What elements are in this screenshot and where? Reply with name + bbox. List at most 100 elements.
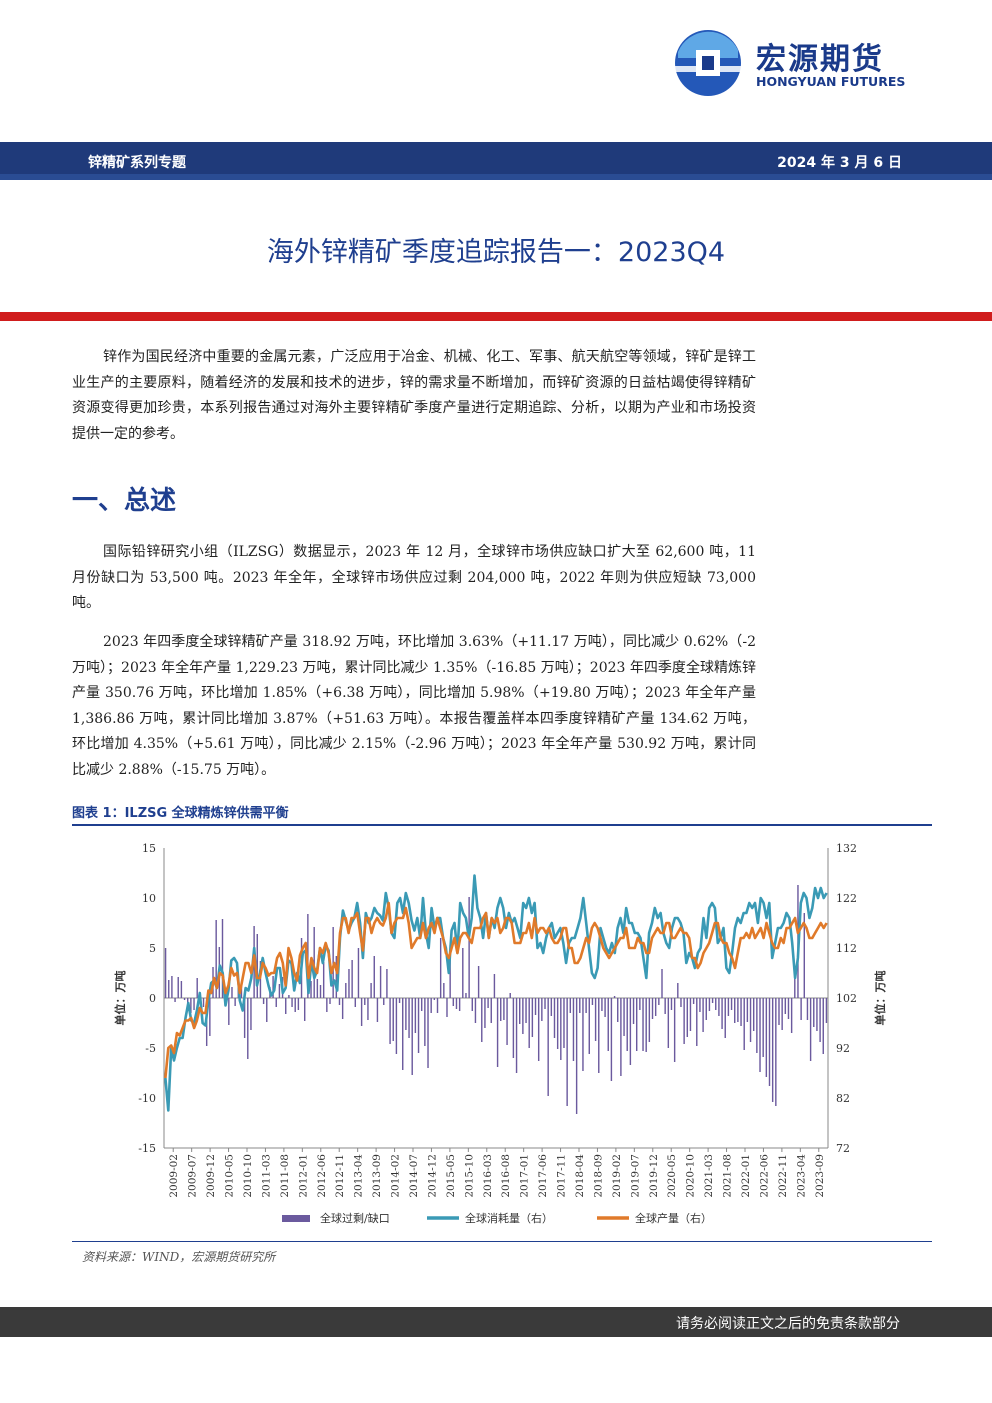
surplus-deficit-bar: [550, 998, 553, 1016]
left-tick-label: 15: [142, 842, 156, 855]
surplus-deficit-bar: [572, 998, 575, 1061]
surplus-deficit-bar: [348, 969, 350, 998]
surplus-deficit-bar: [534, 998, 537, 1015]
surplus-deficit-bar: [345, 983, 347, 998]
surplus-deficit-bar: [341, 998, 344, 1019]
surplus-deficit-bar: [443, 983, 445, 998]
surplus-deficit-bar: [765, 998, 768, 1077]
surplus-deficit-bar: [746, 998, 749, 1022]
disclaimer-note: 请务必阅读正文之后的免责条款部分: [676, 1316, 900, 1332]
surplus-deficit-bar: [629, 998, 632, 1065]
surplus-deficit-bar: [272, 976, 274, 998]
surplus-deficit-bar: [481, 998, 483, 1042]
surplus-deficit-bar: [503, 998, 505, 1020]
surplus-deficit-bar: [209, 998, 211, 1036]
right-tick-label: 112: [836, 942, 857, 955]
surplus-deficit-bar: [297, 998, 300, 1010]
surplus-deficit-bar: [262, 998, 265, 1004]
x-tick-label: 2009-12: [205, 1154, 217, 1198]
surplus-deficit-bar: [604, 998, 606, 1017]
surplus-deficit-bar: [522, 998, 524, 1034]
surplus-deficit-bar: [692, 998, 695, 1004]
surplus-deficit-bar: [221, 919, 224, 998]
surplus-deficit-bar: [174, 998, 176, 1002]
surplus-deficit-bar: [376, 998, 379, 1022]
x-tick-label: 2016-08: [500, 1154, 512, 1198]
surplus-deficit-bar: [512, 998, 515, 1058]
surplus-deficit-bar: [326, 998, 328, 1012]
surplus-deficit-bar: [654, 998, 657, 1016]
surplus-deficit-bar: [471, 998, 473, 1011]
surplus-deficit-bar: [705, 998, 707, 1020]
surplus-deficit-bar: [424, 998, 426, 1046]
surplus-deficit-bar: [364, 998, 366, 1005]
surplus-deficit-bar: [439, 938, 442, 998]
surplus-deficit-bar: [506, 998, 508, 1045]
footer-band: 请务必阅读正文之后的免责条款部分: [0, 1307, 992, 1337]
report-series-label: 锌精矿系列专题: [88, 155, 186, 171]
surplus-deficit-bar: [465, 993, 467, 998]
surplus-deficit-bar: [354, 998, 357, 1007]
x-tick-label: 2010-05: [224, 1154, 236, 1198]
surplus-deficit-bar: [509, 993, 511, 998]
summary-paragraph-2: 2023 年四季度全球锌精矿产量 318.92 万吨，环比增加 3.63%（+1…: [72, 634, 756, 778]
surplus-deficit-bar: [515, 998, 518, 1073]
surplus-deficit-bar: [196, 978, 198, 998]
surplus-deficit-bar: [243, 998, 246, 1038]
surplus-deficit-bar: [696, 998, 698, 1046]
surplus-deficit-bar: [626, 998, 628, 1051]
header-stripe: [0, 174, 992, 180]
surplus-deficit-bar: [702, 998, 704, 1032]
surplus-deficit-bar: [367, 998, 369, 1020]
surplus-deficit-bar: [525, 998, 527, 1023]
x-tick-label: 2017-06: [537, 1154, 549, 1198]
x-tick-label: 2019-02: [611, 1154, 623, 1198]
surplus-deficit-bar: [794, 976, 796, 998]
report-title: 海外锌精矿季度追踪报告一：2023Q4: [266, 237, 726, 268]
left-tick-label: 5: [149, 942, 156, 955]
legend-consumption-label: 全球消耗量（右）: [465, 1211, 553, 1225]
surplus-deficit-bar: [256, 934, 258, 998]
supply-demand-chart: 15 10 5 0 -5 -10 -15 132 122 112 102 92 82 72 单位：万吨 单位：…: [113, 842, 887, 1225]
title-divider: [0, 312, 992, 321]
surplus-deficit-bar: [784, 998, 787, 1014]
right-tick-label: 122: [836, 892, 857, 905]
surplus-deficit-bar: [752, 998, 755, 1031]
surplus-deficit-bar: [778, 998, 780, 1025]
surplus-deficit-bar: [775, 998, 777, 1106]
surplus-deficit-bar: [294, 998, 296, 1012]
surplus-deficit-bar: [266, 998, 268, 1022]
surplus-deficit-bar: [771, 998, 774, 1102]
x-tick-label: 2021-03: [703, 1154, 715, 1198]
left-tick-label: 0: [149, 992, 156, 1005]
surplus-deficit-bar: [585, 998, 587, 1013]
x-tick-label: 2011-08: [279, 1154, 291, 1198]
surplus-deficit-bar: [247, 998, 249, 1059]
surplus-deficit-bar: [689, 998, 692, 1031]
surplus-deficit-bar: [468, 897, 470, 998]
x-tick-label: 2015-10: [463, 1154, 475, 1198]
x-tick-label: 2022-06: [758, 1154, 770, 1198]
x-tick-label: 2012-06: [316, 1154, 328, 1198]
surplus-deficit-bar: [455, 998, 458, 1009]
right-tick-label: 102: [836, 992, 857, 1005]
surplus-deficit-bar: [667, 998, 670, 1048]
right-tick-label: 132: [836, 842, 857, 855]
surplus-deficit-bar: [519, 998, 521, 1024]
surplus-deficit-bar: [322, 962, 325, 998]
surplus-deficit-bar: [357, 948, 360, 998]
x-tick-label: 2023-04: [795, 1154, 807, 1198]
x-tick-label: 2017-01: [519, 1154, 531, 1198]
surplus-deficit-bar: [278, 984, 281, 998]
surplus-deficit-bar: [183, 998, 186, 1000]
surplus-deficit-bar: [749, 998, 752, 1042]
x-tick-label: 2015-05: [445, 1154, 457, 1198]
surplus-deficit-bar: [386, 969, 388, 998]
surplus-deficit-bar: [790, 998, 793, 1033]
figure-top-rule: [72, 824, 932, 826]
surplus-deficit-bar: [164, 948, 167, 998]
surplus-deficit-bar: [645, 998, 647, 1052]
surplus-deficit-bar: [202, 998, 205, 1007]
surplus-deficit-bar: [819, 998, 821, 1042]
surplus-deficit-bar: [635, 998, 638, 1051]
